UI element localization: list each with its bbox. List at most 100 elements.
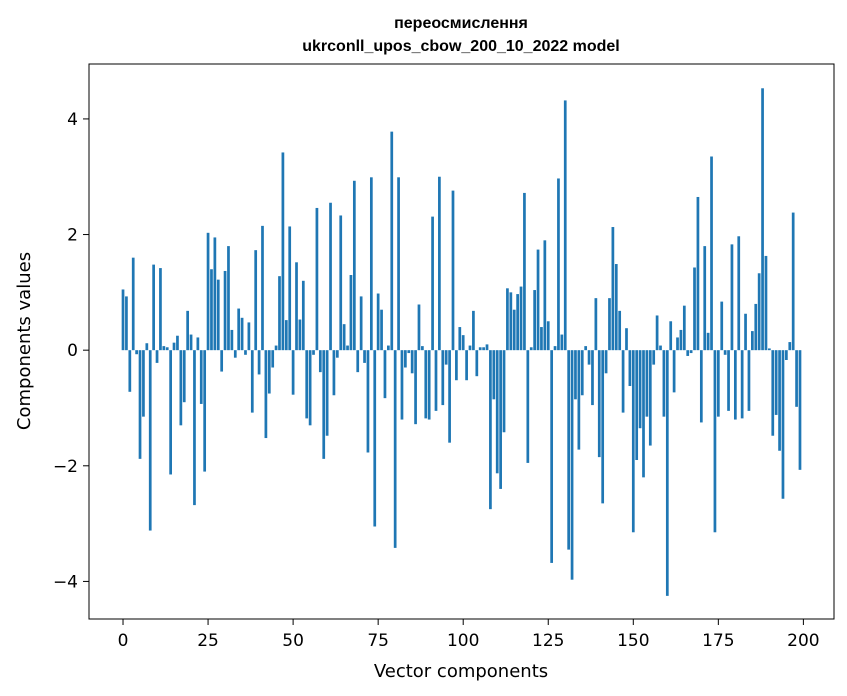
bar-199 bbox=[798, 350, 802, 470]
bar-99 bbox=[458, 327, 462, 351]
bar-114 bbox=[509, 292, 513, 351]
bar-100 bbox=[461, 335, 465, 351]
bar-166 bbox=[686, 350, 690, 356]
bar-62 bbox=[332, 350, 336, 396]
bar-136 bbox=[584, 346, 588, 351]
bar-91 bbox=[431, 216, 434, 351]
bar-196 bbox=[788, 342, 792, 351]
bar-27 bbox=[213, 237, 217, 351]
bar-178 bbox=[727, 350, 730, 411]
bar-31 bbox=[227, 246, 230, 351]
chart-subtitle: ukrconll_upos_cbow_200_10_2022 model bbox=[302, 38, 619, 55]
bar-128 bbox=[557, 178, 560, 351]
bar-28 bbox=[216, 279, 220, 351]
bar-49 bbox=[288, 226, 292, 351]
bar-167 bbox=[689, 350, 693, 354]
x-tick-label: 25 bbox=[197, 631, 219, 651]
bar-2 bbox=[128, 350, 132, 392]
bar-103 bbox=[472, 310, 475, 351]
bar-13 bbox=[165, 347, 169, 351]
bar-54 bbox=[305, 350, 309, 419]
bar-77 bbox=[383, 350, 387, 399]
bar-23 bbox=[199, 350, 203, 404]
bar-147 bbox=[621, 350, 625, 413]
bar-163 bbox=[676, 337, 679, 351]
bar-55 bbox=[308, 350, 312, 426]
bar-129 bbox=[560, 334, 564, 351]
bar-164 bbox=[679, 329, 683, 351]
bar-18 bbox=[182, 350, 186, 403]
bar-133 bbox=[574, 350, 577, 400]
bar-104 bbox=[475, 350, 479, 377]
bar-191 bbox=[771, 350, 775, 436]
bar-193 bbox=[778, 350, 781, 451]
bar-20 bbox=[189, 334, 193, 351]
bar-102 bbox=[468, 345, 472, 351]
bar-142 bbox=[604, 350, 608, 374]
bar-67 bbox=[349, 275, 353, 351]
bar-109 bbox=[492, 350, 496, 400]
bar-123 bbox=[540, 327, 543, 351]
bar-156 bbox=[652, 350, 656, 365]
bar-186 bbox=[754, 303, 758, 351]
bar-162 bbox=[672, 350, 676, 393]
bar-181 bbox=[737, 236, 741, 351]
bar-153 bbox=[642, 350, 645, 478]
bar-120 bbox=[529, 347, 533, 351]
bar-48 bbox=[284, 320, 288, 351]
bar-82 bbox=[400, 350, 404, 420]
bar-46 bbox=[278, 276, 281, 351]
bar-5 bbox=[138, 350, 142, 459]
bar-94 bbox=[441, 350, 445, 406]
x-tick-label: 50 bbox=[282, 631, 304, 651]
bar-72 bbox=[366, 350, 370, 453]
bar-89 bbox=[424, 350, 428, 419]
bar-64 bbox=[339, 215, 343, 351]
bar-47 bbox=[281, 152, 285, 351]
bar-1 bbox=[125, 296, 128, 351]
bar-26 bbox=[210, 269, 213, 351]
bar-7 bbox=[145, 343, 149, 351]
bar-150 bbox=[631, 350, 635, 533]
bar-96 bbox=[448, 350, 451, 443]
bar-93 bbox=[438, 176, 441, 351]
bar-113 bbox=[506, 288, 509, 351]
bar-189 bbox=[764, 255, 768, 351]
bar-187 bbox=[757, 273, 761, 351]
bar-6 bbox=[142, 350, 145, 417]
x-tick-label: 75 bbox=[367, 631, 389, 651]
bar-43 bbox=[267, 350, 271, 394]
bar-138 bbox=[591, 350, 594, 406]
bar-84 bbox=[407, 350, 411, 354]
bar-135 bbox=[580, 350, 584, 396]
bar-137 bbox=[587, 350, 591, 365]
bar-68 bbox=[352, 180, 356, 351]
bar-73 bbox=[369, 177, 373, 351]
bar-192 bbox=[774, 350, 778, 415]
bar-119 bbox=[526, 350, 530, 463]
plot-frame bbox=[88, 63, 835, 620]
bar-86 bbox=[414, 350, 417, 425]
bar-139 bbox=[594, 298, 598, 351]
bar-22 bbox=[196, 337, 200, 351]
bar-112 bbox=[502, 350, 506, 433]
bar-118 bbox=[523, 192, 526, 351]
bar-60 bbox=[325, 350, 329, 436]
bar-154 bbox=[645, 350, 649, 417]
bar-45 bbox=[274, 345, 278, 351]
bar-110 bbox=[495, 350, 499, 474]
bar-185 bbox=[751, 331, 754, 351]
bar-88 bbox=[421, 346, 424, 351]
bar-44 bbox=[271, 350, 275, 368]
bar-35 bbox=[240, 317, 244, 351]
bar-25 bbox=[206, 232, 210, 351]
bar-177 bbox=[723, 350, 727, 355]
bar-4 bbox=[135, 350, 138, 355]
bar-188 bbox=[761, 88, 764, 351]
bar-190 bbox=[768, 348, 771, 351]
bar-125 bbox=[546, 321, 550, 351]
bar-146 bbox=[618, 310, 622, 351]
bar-111 bbox=[499, 350, 502, 489]
bar-172 bbox=[706, 332, 710, 351]
bar-8 bbox=[148, 350, 152, 531]
